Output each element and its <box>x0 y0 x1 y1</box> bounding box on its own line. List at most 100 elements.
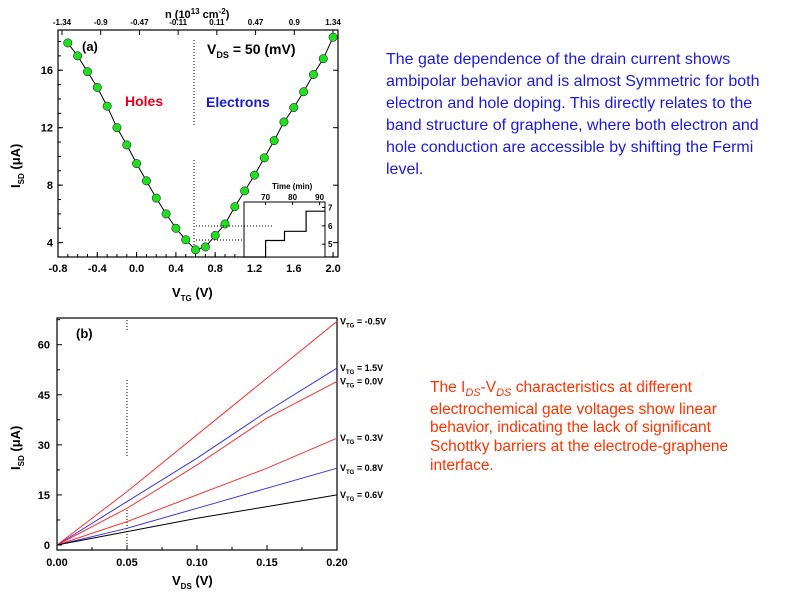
a-top-axis-title: n (1013 cm-2) <box>165 7 230 21</box>
a-top-tick-label: -0.11 <box>169 18 187 27</box>
a-data-point <box>141 176 151 186</box>
b-series-label: VTG = 0.8V <box>340 463 383 476</box>
a-top-tick-label: -0.9 <box>94 18 108 27</box>
chart-a: -0.8 -0.4 0.0 0.4 0.8 1.2 1.6 2.0 4 8 12 16 -1.34 -0.… <box>8 7 342 303</box>
a-x-tick-label: -0.4 <box>88 263 108 275</box>
a-inset-x-title: Time (min) <box>272 182 313 191</box>
a-x-axis-title: VTG (V) <box>172 285 213 303</box>
a-data-point <box>191 245 200 255</box>
a-inset-x-tick-label: 90 <box>315 193 324 202</box>
a-inset-step-trace <box>244 210 325 258</box>
b-x-tick-label: 0.05 <box>116 557 137 569</box>
a-inset-y-tick-label: 6 <box>328 222 333 231</box>
a-inset-x-tick-label: 80 <box>288 193 297 202</box>
a-data-marks <box>63 32 338 255</box>
a-data-point <box>161 209 171 219</box>
a-data-point <box>318 54 328 64</box>
b-x-tick-label: 0.00 <box>46 557 67 569</box>
b-y-tick-label: 60 <box>38 340 50 352</box>
a-plot-area <box>57 29 339 258</box>
a-y-tick-label: 8 <box>47 180 53 192</box>
b-series-label: VTG = 1.5V <box>340 363 383 376</box>
description-a: The gate dependence of the drain current… <box>386 51 760 178</box>
b-series-line <box>56 467 338 546</box>
a-data-point <box>73 51 83 61</box>
a-series-line <box>67 36 334 251</box>
a-x-tick-label: 0.0 <box>129 263 144 275</box>
b-x-tick-label: 0.10 <box>186 557 207 569</box>
a-y-tick-label: 12 <box>41 123 53 135</box>
a-vds-annotation: VDS = 50 (mV) <box>207 41 296 60</box>
a-top-tick-label: 0.47 <box>248 18 264 27</box>
a-electrons-label: Electrons <box>206 94 270 110</box>
a-data-point <box>240 186 250 196</box>
a-top-tick-label: -1.34 <box>53 18 72 27</box>
a-holes-label: Holes <box>125 93 163 109</box>
a-data-point <box>171 223 181 233</box>
b-data-marks <box>56 320 338 546</box>
b-series-label: VTG = 0.6V <box>340 490 383 503</box>
b-series-line <box>56 320 338 546</box>
a-x-tick-label: -0.8 <box>49 263 68 275</box>
b-series-label: VTG = 0.3V <box>340 433 383 446</box>
a-data-point <box>250 170 259 180</box>
chart-b: 0.00 0.05 0.10 0.15 0.20 0 15 30 45 60 VTG = -0.5… <box>8 316 386 591</box>
a-inset-y-tick-label: 5 <box>328 240 333 249</box>
b-y-tick-label: 45 <box>38 390 50 402</box>
b-y-axis-title: ISD (μA) <box>8 426 26 470</box>
a-data-point <box>269 136 279 146</box>
b-series-line <box>56 437 338 546</box>
a-top-tick-label: -0.47 <box>130 18 149 27</box>
a-data-point <box>151 193 161 203</box>
b-series-line <box>56 494 338 546</box>
a-top-tick-label: 0.11 <box>209 18 225 27</box>
a-x-tick-label: 0.8 <box>208 263 223 275</box>
b-series-line <box>56 380 338 546</box>
b-series-label: VTG = 0.0V <box>340 376 383 389</box>
b-y-tick-label: 30 <box>38 440 50 452</box>
a-y-axis-title: ISD (μA) <box>8 144 26 188</box>
a-data-point <box>279 117 289 127</box>
a-data-point <box>122 140 132 150</box>
a-inset-frame <box>243 201 326 258</box>
a-panel-label: (a) <box>82 39 98 54</box>
a-data-point <box>92 83 102 92</box>
a-plot-frame <box>57 29 339 258</box>
a-data-point <box>102 101 112 111</box>
b-y-tick-label: 0 <box>44 540 50 552</box>
b-y-tick-label: 15 <box>38 490 50 502</box>
a-y-tick-label: 16 <box>41 65 53 77</box>
a-y-tick-label: 4 <box>47 238 54 250</box>
b-plot-area <box>56 317 338 551</box>
b-series-line <box>56 367 338 546</box>
description-b: The IDS-VDS characteristics at different… <box>430 379 729 475</box>
a-data-point <box>112 123 122 133</box>
b-x-tick-label: 0.15 <box>256 557 277 569</box>
a-x-tick-label: 1.6 <box>286 263 301 275</box>
a-data-point <box>299 87 309 97</box>
b-panel-label: (b) <box>76 326 93 341</box>
a-data-point <box>328 32 338 42</box>
b-x-tick-label: 0.20 <box>326 557 347 569</box>
a-top-tick-label: 0.9 <box>289 18 301 27</box>
a-data-point <box>63 38 73 48</box>
a-data-point <box>83 67 92 77</box>
a-inset: Time (min)70 80 90 5 6 7 <box>196 182 333 258</box>
a-data-point <box>220 219 230 229</box>
a-top-tick-label: 1.34 <box>325 18 341 27</box>
b-series-label: VTG = -0.5V <box>340 316 386 329</box>
a-inset-x-tick-label: 70 <box>261 193 270 202</box>
a-inset-y-tick-label: 7 <box>328 204 333 213</box>
a-data-point <box>230 202 240 212</box>
b-tick-labels: 0.00 0.05 0.10 0.15 0.20 0 15 30 45 60 <box>38 340 348 569</box>
a-x-tick-label: 1.2 <box>247 263 262 275</box>
a-data-point <box>259 153 269 163</box>
a-data-point <box>200 242 210 252</box>
b-x-axis-title: VDS (V) <box>172 573 213 591</box>
a-tick-labels: -0.8 -0.4 0.0 0.4 0.8 1.2 1.6 2.0 4 8 12 16 -1.34 -0.… <box>41 18 342 275</box>
a-data-point <box>210 230 220 240</box>
a-x-tick-label: 2.0 <box>325 263 340 275</box>
a-x-tick-label: 0.4 <box>168 263 184 275</box>
a-data-point <box>308 70 318 79</box>
